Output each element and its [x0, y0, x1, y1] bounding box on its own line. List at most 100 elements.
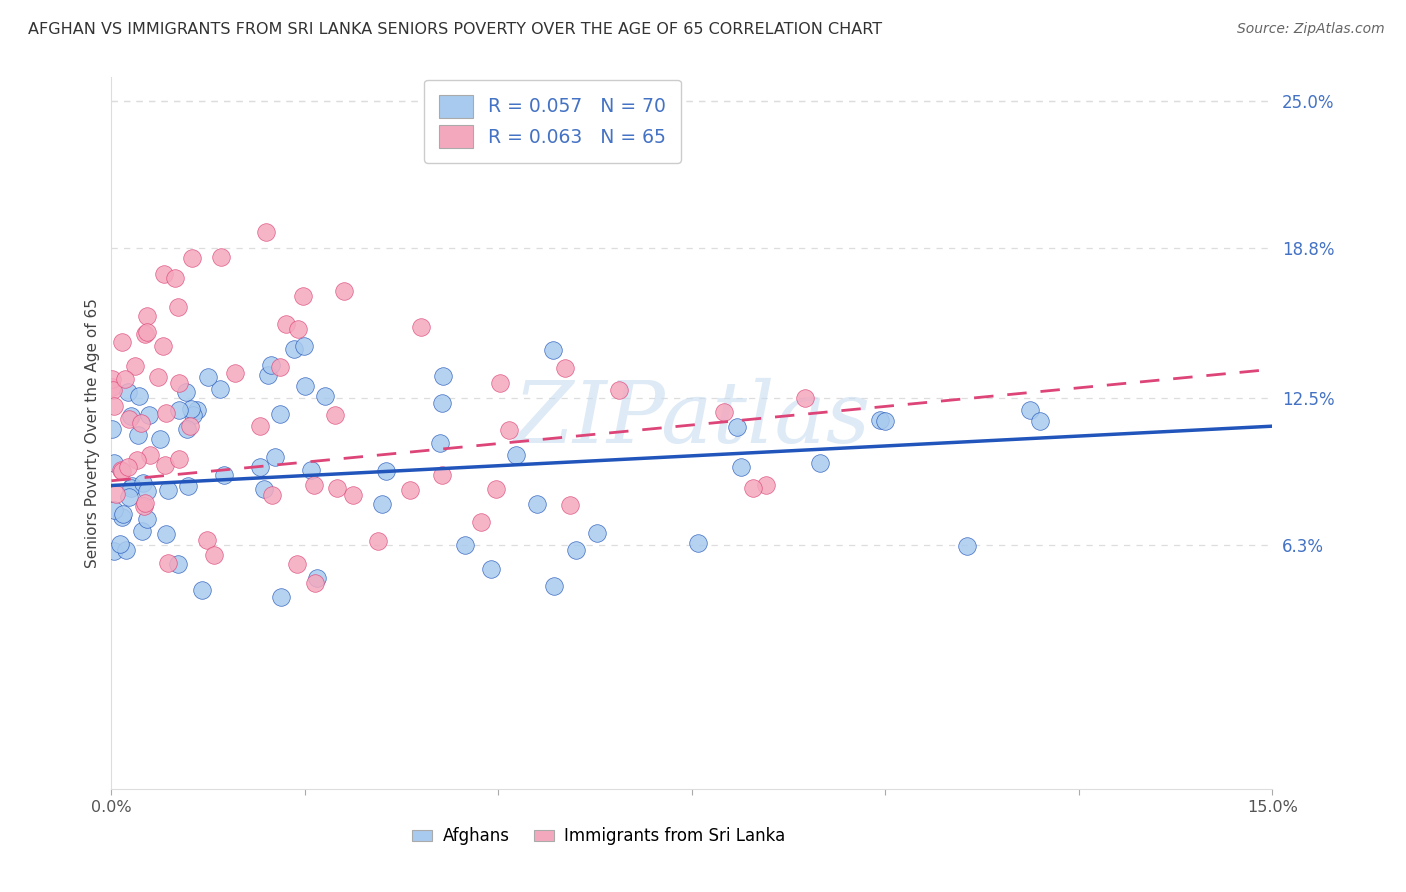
Point	[153, 458, 176, 472]
Point	[169, 376, 191, 390]
Point	[224, 367, 246, 381]
Point	[167, 403, 190, 417]
Point	[114, 372, 136, 386]
Point	[153, 267, 176, 281]
Point	[212, 468, 235, 483]
Point	[287, 322, 309, 336]
Point	[135, 511, 157, 525]
Point	[101, 372, 124, 386]
Point	[101, 384, 124, 398]
Point	[479, 562, 502, 576]
Point	[955, 539, 977, 553]
Point	[111, 464, 134, 478]
Point	[195, 533, 218, 548]
Point	[149, 432, 172, 446]
Point	[155, 406, 177, 420]
Point	[249, 419, 271, 434]
Point	[869, 412, 891, 426]
Point	[117, 459, 139, 474]
Text: ZIPatlas: ZIPatlas	[513, 377, 870, 460]
Point	[485, 483, 508, 497]
Point	[686, 536, 709, 550]
Point	[148, 370, 170, 384]
Point	[260, 488, 283, 502]
Point	[163, 271, 186, 285]
Point	[283, 342, 305, 356]
Point	[134, 327, 156, 342]
Point	[253, 482, 276, 496]
Point	[374, 464, 396, 478]
Point	[111, 334, 134, 349]
Point	[1018, 402, 1040, 417]
Point	[136, 309, 159, 323]
Point	[432, 368, 454, 383]
Point	[108, 537, 131, 551]
Point	[103, 456, 125, 470]
Point	[121, 479, 143, 493]
Point	[304, 576, 326, 591]
Point	[430, 396, 453, 410]
Point	[110, 463, 132, 477]
Point	[470, 515, 492, 529]
Point	[713, 405, 735, 419]
Point	[741, 482, 763, 496]
Point	[191, 582, 214, 597]
Point	[285, 557, 308, 571]
Point	[127, 452, 149, 467]
Point	[135, 325, 157, 339]
Point	[554, 361, 576, 376]
Point	[332, 284, 354, 298]
Point	[371, 498, 394, 512]
Point	[730, 459, 752, 474]
Point	[302, 478, 325, 492]
Point	[257, 368, 280, 382]
Point	[294, 379, 316, 393]
Point	[274, 317, 297, 331]
Point	[586, 526, 609, 541]
Legend: Afghans, Immigrants from Sri Lanka: Afghans, Immigrants from Sri Lanka	[406, 821, 793, 852]
Point	[342, 488, 364, 502]
Point	[139, 448, 162, 462]
Point	[526, 498, 548, 512]
Point	[875, 414, 897, 428]
Point	[259, 358, 281, 372]
Point	[186, 403, 208, 417]
Point	[155, 526, 177, 541]
Point	[727, 420, 749, 434]
Point	[117, 385, 139, 400]
Point	[176, 384, 198, 399]
Point	[131, 476, 153, 491]
Point	[103, 503, 125, 517]
Point	[118, 490, 141, 504]
Point	[111, 510, 134, 524]
Point	[101, 421, 124, 435]
Point	[120, 409, 142, 423]
Point	[127, 427, 149, 442]
Point	[264, 450, 287, 464]
Point	[180, 402, 202, 417]
Y-axis label: Seniors Poverty Over the Age of 65: Seniors Poverty Over the Age of 65	[86, 298, 100, 568]
Point	[103, 543, 125, 558]
Point	[488, 376, 510, 391]
Point	[124, 359, 146, 373]
Point	[399, 483, 422, 497]
Point	[543, 579, 565, 593]
Point	[197, 369, 219, 384]
Point	[541, 343, 564, 358]
Point	[249, 460, 271, 475]
Point	[291, 288, 314, 302]
Point	[167, 558, 190, 572]
Point	[1029, 414, 1052, 428]
Point	[134, 496, 156, 510]
Point	[120, 481, 142, 495]
Point	[181, 408, 204, 422]
Text: AFGHAN VS IMMIGRANTS FROM SRI LANKA SENIORS POVERTY OVER THE AGE OF 65 CORRELATI: AFGHAN VS IMMIGRANTS FROM SRI LANKA SENI…	[28, 22, 882, 37]
Point	[202, 548, 225, 562]
Point	[152, 339, 174, 353]
Point	[609, 384, 631, 398]
Point	[180, 251, 202, 265]
Point	[118, 411, 141, 425]
Point	[138, 408, 160, 422]
Point	[177, 479, 200, 493]
Point	[132, 500, 155, 514]
